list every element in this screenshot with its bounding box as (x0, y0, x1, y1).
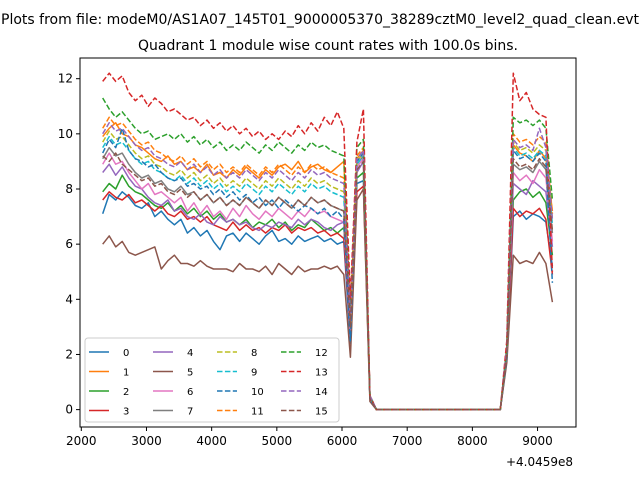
legend-label-7: 7 (187, 407, 193, 418)
y-tick-label: 2 (65, 347, 73, 361)
y-tick-label: 8 (65, 182, 73, 196)
legend-label-15: 15 (315, 407, 328, 418)
x-tick-label: 3000 (131, 434, 162, 448)
legend-label-13: 13 (315, 368, 328, 379)
legend-label-9: 9 (251, 368, 257, 379)
series-line-15 (102, 152, 554, 411)
legend-label-10: 10 (251, 387, 264, 398)
x-tick-label: 4000 (196, 434, 227, 448)
plot-area: 2000 3000 4000 5000 6000 7000 8000 9000 0246810… (58, 57, 577, 469)
legend-label-8: 8 (251, 348, 257, 359)
x-axis-offset-label: +4.0459e8 (506, 455, 573, 469)
legend-label-4: 4 (187, 348, 193, 359)
x-tick-label: 5000 (262, 434, 293, 448)
series-line-12 (102, 97, 554, 411)
figure-suptitle: Plots from file: modeM0/AS1A07_145T01_90… (1, 12, 639, 28)
legend-label-5: 5 (187, 368, 193, 379)
legend-label-12: 12 (315, 348, 328, 359)
plot-frame (79, 57, 577, 428)
x-tick-label: 6000 (327, 434, 358, 448)
y-axis: 0 2 4 6 8 10 12 (58, 72, 80, 417)
legend-label-3: 3 (123, 407, 129, 418)
series-line-14 (102, 122, 554, 411)
x-tick-label: 8000 (457, 434, 488, 448)
y-tick-label: 0 (65, 403, 73, 417)
legend-label-1: 1 (123, 368, 129, 379)
series-line-13 (102, 72, 554, 411)
chart-title: Quadrant 1 module wise count rates with … (138, 38, 518, 54)
y-tick-label: 4 (65, 292, 73, 306)
y-tick-label: 12 (58, 72, 73, 86)
legend-label-2: 2 (123, 387, 129, 398)
legend-label-6: 6 (187, 387, 193, 398)
legend-frame (84, 337, 340, 423)
x-axis: 2000 3000 4000 5000 6000 7000 8000 9000 (66, 427, 553, 448)
legend-label-11: 11 (251, 407, 264, 418)
y-tick-label: 10 (58, 127, 73, 141)
series-layer (101, 72, 554, 411)
x-tick-label: 2000 (66, 434, 97, 448)
x-tick-label: 7000 (392, 434, 423, 448)
legend-label-0: 0 (123, 348, 129, 359)
legend-label-14: 14 (315, 387, 328, 398)
x-tick-label: 9000 (522, 434, 553, 448)
y-tick-label: 6 (65, 237, 73, 251)
